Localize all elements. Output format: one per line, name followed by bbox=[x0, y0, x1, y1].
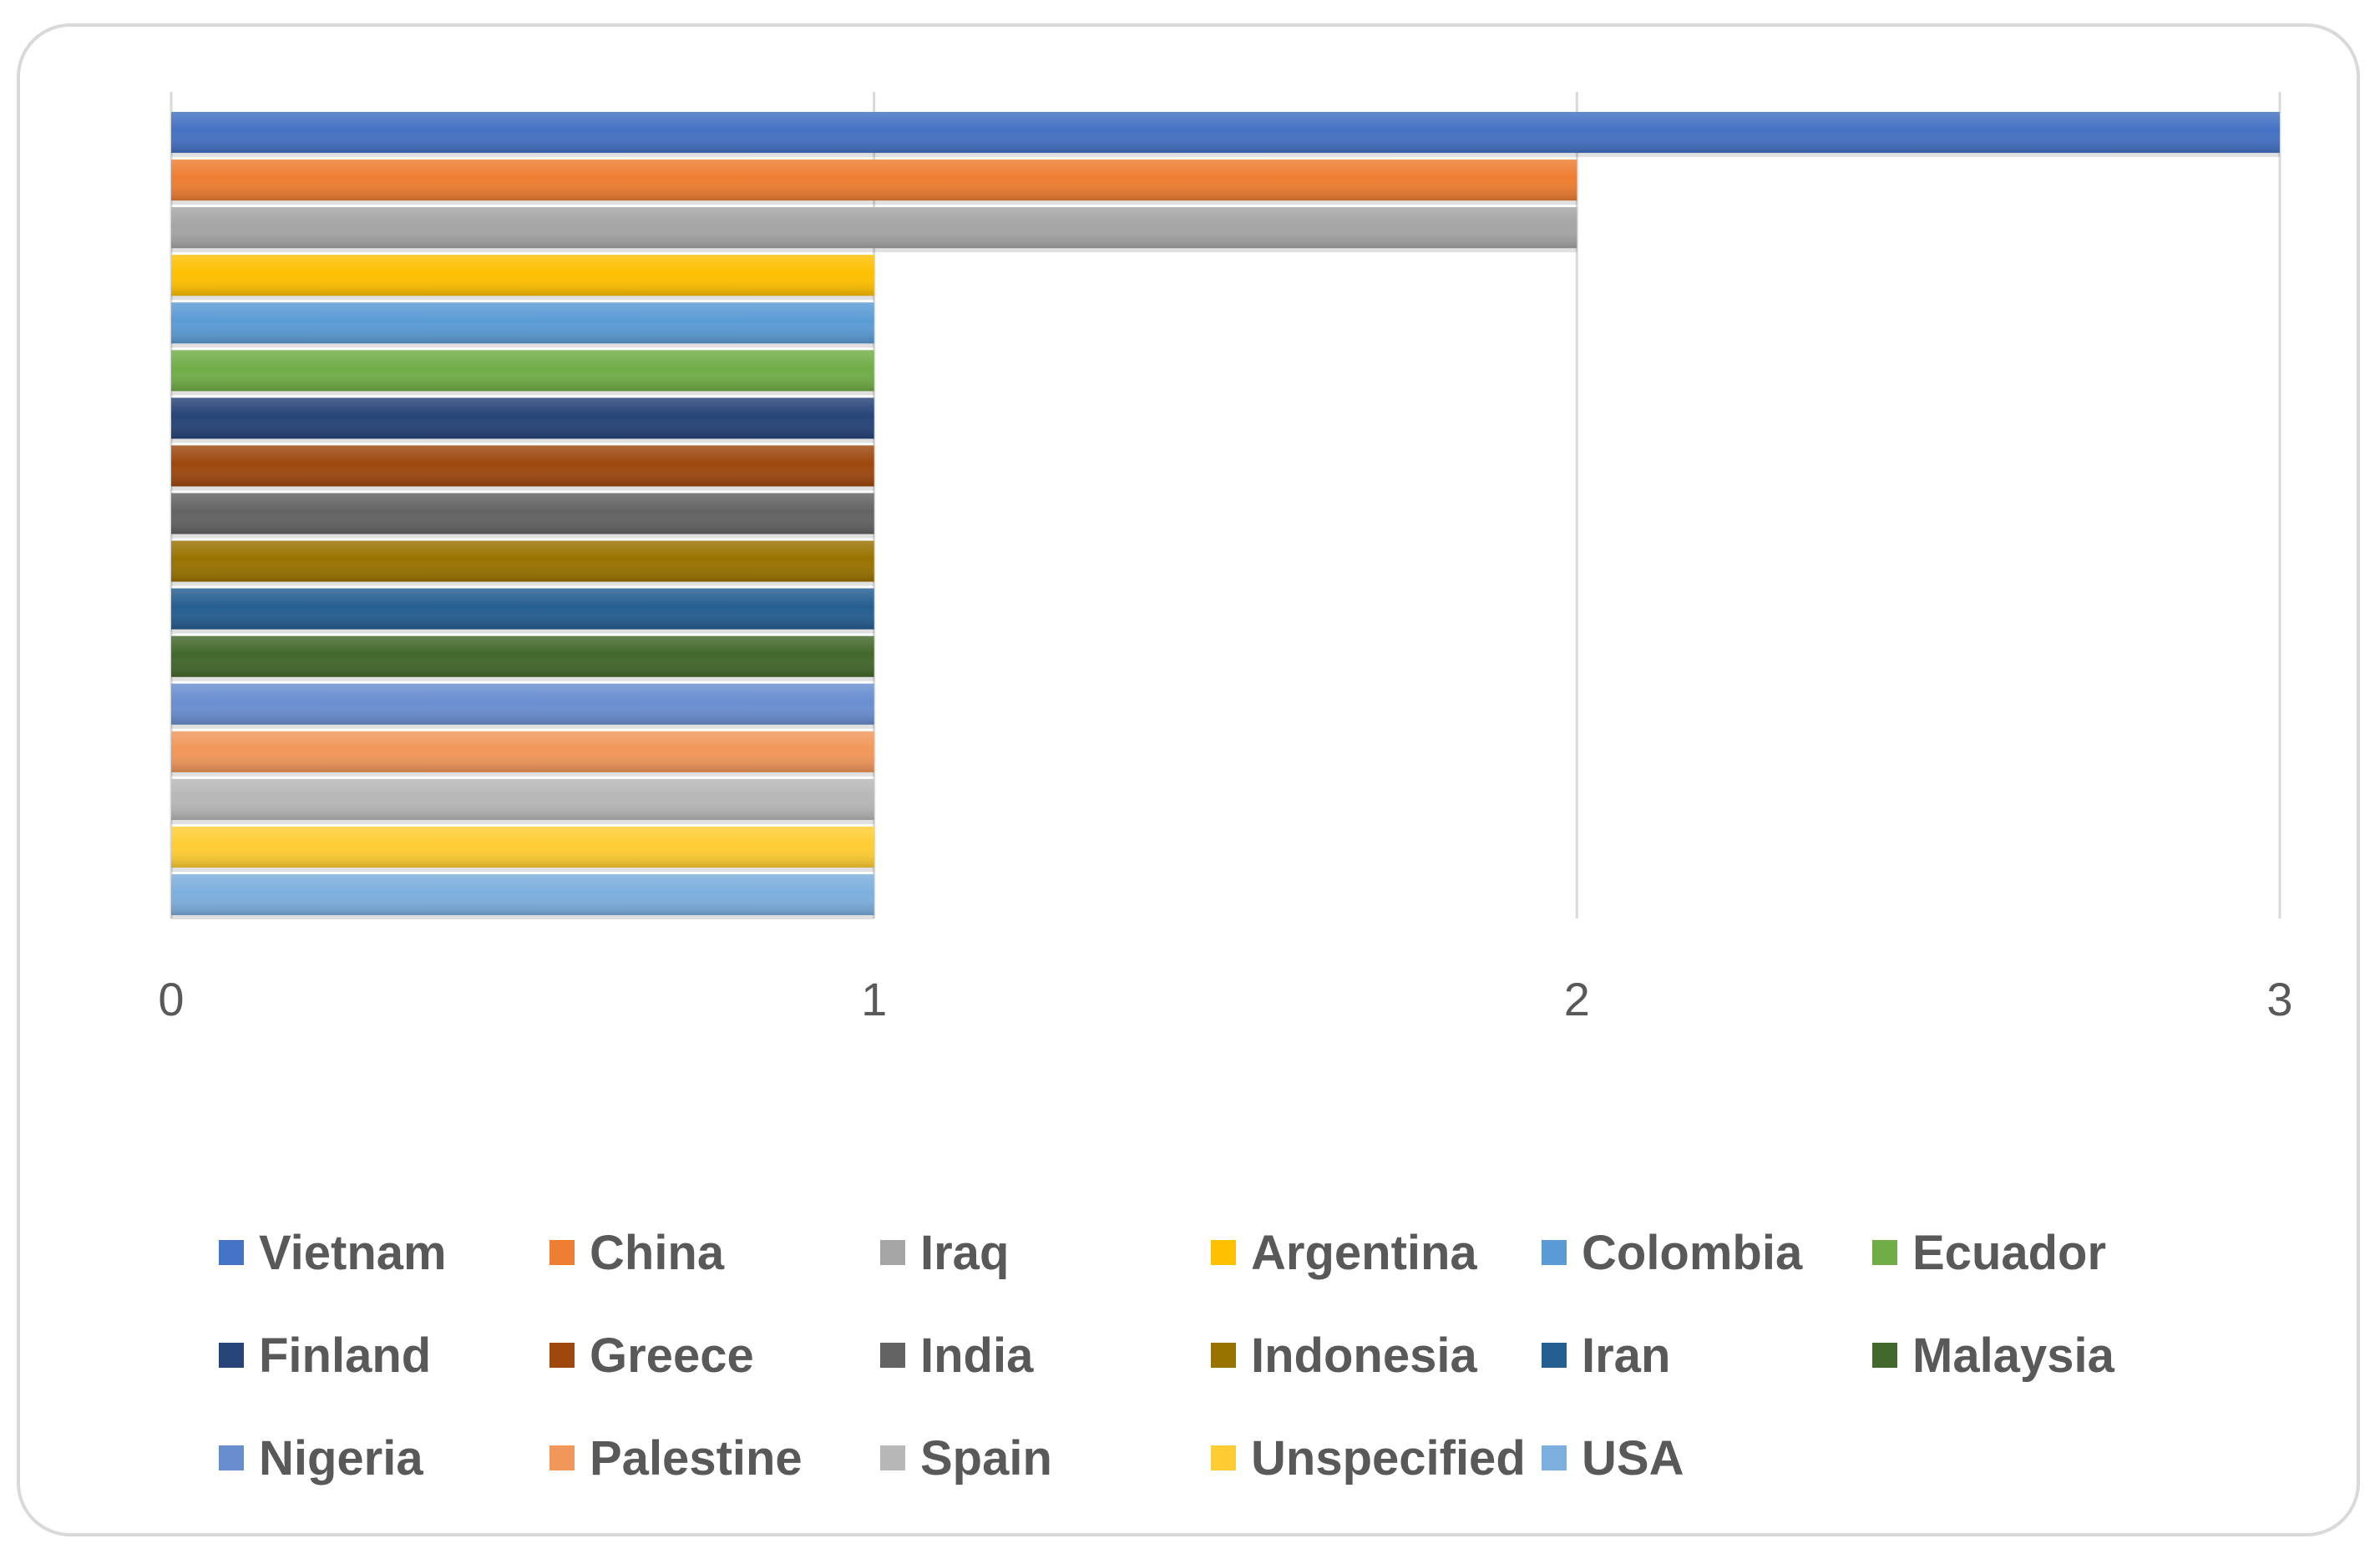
legend-item: Argentina bbox=[1211, 1226, 1477, 1280]
bar-colombia bbox=[171, 302, 874, 348]
legend-label: China bbox=[590, 1226, 725, 1280]
legend-swatch bbox=[1542, 1240, 1567, 1265]
legend-label: Argentina bbox=[1251, 1226, 1477, 1280]
legend-swatch bbox=[549, 1343, 575, 1368]
legend-item: USA bbox=[1542, 1431, 1684, 1486]
legend-label: USA bbox=[1582, 1431, 1684, 1486]
legend-label: Spain bbox=[920, 1431, 1052, 1486]
bar-malaysia bbox=[171, 635, 874, 681]
legend-swatch bbox=[219, 1240, 244, 1265]
legend-item: Malaysia bbox=[1872, 1329, 2115, 1383]
legend-swatch bbox=[1211, 1343, 1236, 1368]
legend-swatch bbox=[880, 1343, 905, 1368]
legend-item: Unspecified bbox=[1211, 1431, 1526, 1486]
legend-label: Vietnam bbox=[259, 1226, 447, 1280]
bar-china bbox=[171, 159, 1577, 205]
bar-greece bbox=[171, 445, 874, 491]
legend-item: India bbox=[880, 1329, 1034, 1383]
bar-indonesia bbox=[171, 540, 874, 586]
legend-label: India bbox=[920, 1329, 1034, 1383]
legend-swatch bbox=[549, 1445, 575, 1470]
legend-swatch bbox=[219, 1445, 244, 1470]
legend-swatch bbox=[1872, 1240, 1897, 1265]
bar-iran bbox=[171, 588, 874, 634]
bar-unspecified bbox=[171, 826, 874, 872]
legend-item: Palestine bbox=[549, 1431, 803, 1486]
x-axis-tick-labels: 0 1 2 3 bbox=[158, 973, 2292, 1025]
legend-swatch bbox=[1542, 1445, 1567, 1470]
legend-item: Vietnam bbox=[219, 1226, 447, 1280]
legend-label: Ecuador bbox=[1912, 1226, 2106, 1280]
legend-swatch bbox=[1872, 1343, 1897, 1368]
legend-swatch bbox=[880, 1240, 905, 1265]
legend-item: Finland bbox=[219, 1329, 431, 1383]
legend-item: China bbox=[549, 1226, 725, 1280]
legend-label: Colombia bbox=[1582, 1226, 1803, 1280]
x-tick-label: 3 bbox=[2266, 973, 2292, 1025]
legend: Vietnam China Iraq Argentina Colombia Ecuador… bbox=[219, 1226, 2115, 1486]
legend-item: Iraq bbox=[880, 1226, 1009, 1280]
legend-swatch bbox=[1542, 1343, 1567, 1368]
legend-label: Malaysia bbox=[1912, 1329, 2115, 1383]
legend-label: Finland bbox=[259, 1329, 431, 1383]
legend-label: Palestine bbox=[590, 1431, 803, 1486]
x-tick-label: 1 bbox=[861, 973, 887, 1025]
legend-swatch bbox=[219, 1343, 244, 1368]
legend-swatch bbox=[549, 1240, 575, 1265]
bars bbox=[171, 111, 2280, 920]
x-tick-label: 2 bbox=[1564, 973, 1590, 1025]
legend-swatch bbox=[880, 1445, 905, 1470]
bar-argentina bbox=[171, 255, 874, 301]
bar-finland bbox=[171, 397, 874, 443]
legend-swatch bbox=[1211, 1445, 1236, 1470]
bar-india bbox=[171, 493, 874, 539]
legend-label: Greece bbox=[590, 1329, 754, 1383]
legend-item: Iran bbox=[1542, 1329, 1670, 1383]
x-tick-label: 0 bbox=[158, 973, 184, 1025]
legend-swatch bbox=[1211, 1240, 1236, 1265]
legend-item: Spain bbox=[880, 1431, 1052, 1486]
legend-label: Iraq bbox=[920, 1226, 1009, 1280]
bar-spain bbox=[171, 778, 874, 824]
legend-item: Indonesia bbox=[1211, 1329, 1477, 1383]
bar-vietnam bbox=[171, 111, 2280, 158]
bar-usa bbox=[171, 873, 874, 920]
bar-ecuador bbox=[171, 350, 874, 396]
legend-item: Greece bbox=[549, 1329, 754, 1383]
legend-label: Indonesia bbox=[1251, 1329, 1477, 1383]
legend-item: Colombia bbox=[1542, 1226, 1803, 1280]
legend-item: Ecuador bbox=[1872, 1226, 2106, 1280]
bar-palestine bbox=[171, 731, 874, 777]
bar-iraq bbox=[171, 207, 1577, 253]
legend-label: Nigeria bbox=[259, 1431, 423, 1486]
legend-item: Nigeria bbox=[219, 1431, 423, 1486]
legend-label: Unspecified bbox=[1251, 1431, 1526, 1486]
bar-nigeria bbox=[171, 683, 874, 729]
legend-label: Iran bbox=[1582, 1329, 1670, 1383]
